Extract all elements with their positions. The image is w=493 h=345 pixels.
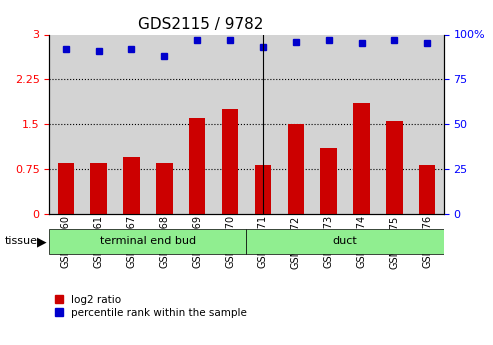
Text: terminal end bud: terminal end bud [100,237,196,246]
Bar [49,34,82,214]
Bar [345,34,378,214]
Text: ▶: ▶ [37,235,47,248]
Text: duct: duct [333,237,357,246]
Bar [386,121,403,214]
Bar [90,163,107,214]
Bar [222,109,238,214]
Bar [58,163,74,214]
Bar [246,34,280,214]
Bar [280,34,312,214]
Bar [312,34,345,214]
Bar [353,103,370,214]
Text: tissue: tissue [5,237,38,246]
Legend: log2 ratio, percentile rank within the sample: log2 ratio, percentile rank within the s… [55,295,247,318]
Bar [148,34,181,214]
Bar [181,34,213,214]
Bar [378,34,411,214]
Bar [320,148,337,214]
Bar [82,34,115,214]
FancyBboxPatch shape [49,229,247,254]
Bar [213,34,246,214]
Bar [411,34,444,214]
Bar [189,118,206,214]
Bar [123,157,140,214]
Bar [156,163,173,214]
Text: GDS2115 / 9782: GDS2115 / 9782 [138,17,263,32]
FancyBboxPatch shape [246,229,444,254]
Bar [115,34,148,214]
Bar [419,165,435,214]
Bar [287,124,304,214]
Bar [255,165,271,214]
